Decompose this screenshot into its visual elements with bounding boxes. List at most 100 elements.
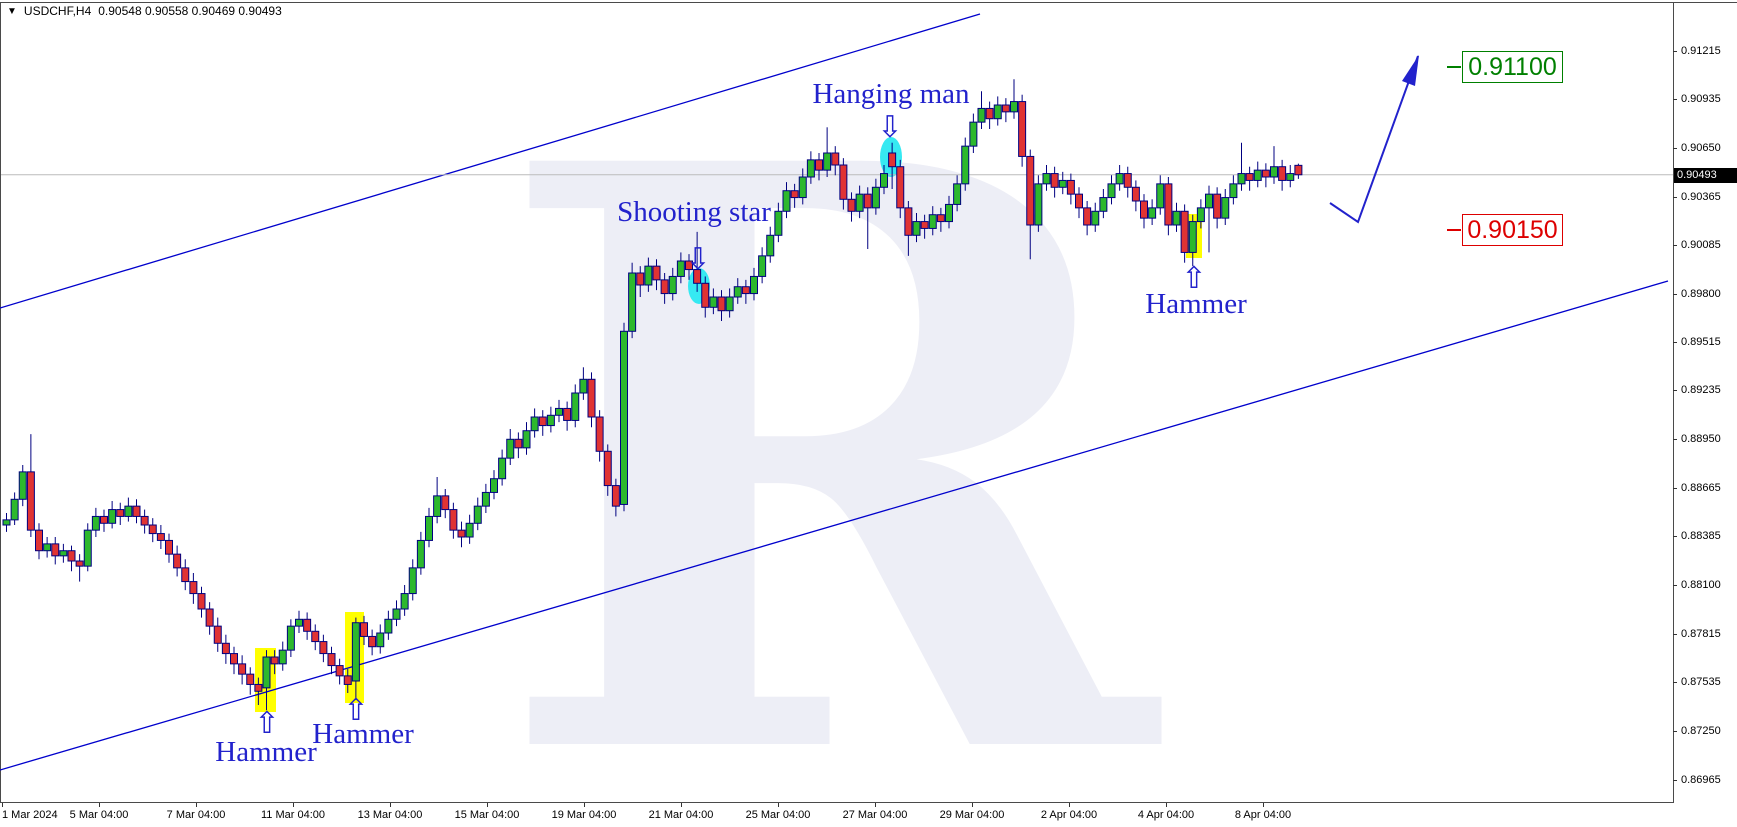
candle-body	[91, 515, 100, 531]
candle-body	[953, 183, 962, 205]
candle-body	[1001, 104, 1010, 113]
annotation-label-shooting-star[interactable]: Shooting star	[617, 196, 771, 228]
price-tick-label: 0.90085	[1681, 238, 1721, 251]
candle-body	[59, 550, 68, 557]
candle-body	[335, 665, 344, 677]
candle-body	[985, 107, 994, 120]
candle-body	[1058, 179, 1067, 188]
candle-body	[823, 152, 832, 171]
time-tick-mark	[196, 803, 197, 807]
candle-body	[896, 166, 905, 209]
candle-body	[360, 622, 368, 637]
resistance-target-label[interactable]: 0.91100	[1462, 51, 1563, 83]
candle-body	[847, 198, 856, 212]
candle-body	[563, 407, 572, 421]
candle-body	[481, 491, 490, 507]
candle-body	[351, 622, 360, 682]
candle-body	[1164, 183, 1173, 226]
projection-arrow-head	[1402, 55, 1419, 86]
price-tick-label: 0.90650	[1681, 141, 1721, 154]
candle-body	[1148, 207, 1157, 219]
annotation-label-hammer-2[interactable]: Hammer	[312, 718, 414, 750]
candle-body	[1010, 101, 1018, 113]
candle-body	[384, 618, 393, 634]
candle-body	[571, 392, 580, 421]
candle-body	[197, 593, 206, 610]
candle-body	[1278, 166, 1287, 181]
price-scale[interactable]: 0.90493 0.91215 0.90935 0.90650 0.90365 0.90…	[1673, 2, 1737, 803]
symbol-dropdown-icon[interactable]: ▼	[7, 5, 17, 17]
symbol-period-label: USDCHF,H4	[23, 4, 92, 18]
candle-body	[416, 539, 425, 569]
candle-body	[717, 296, 726, 312]
price-tick-label: 0.86965	[1681, 773, 1721, 786]
candle-body	[652, 265, 661, 281]
time-tick-label: 29 Mar 04:00	[939, 809, 1005, 821]
candle-body	[1270, 166, 1278, 178]
candle-body	[871, 186, 880, 209]
candle-body	[603, 450, 612, 487]
candle-body	[863, 193, 872, 209]
candle-body	[750, 275, 758, 295]
candle-body	[408, 567, 417, 595]
annotation-label-hammer-1[interactable]: Hammer	[215, 736, 317, 768]
candle-body	[368, 635, 377, 648]
time-tick-label: 2 Apr 04:00	[1040, 809, 1098, 821]
price-tick-mark	[1673, 293, 1677, 295]
candle-body	[668, 275, 677, 295]
candle-body	[993, 104, 1002, 120]
annotation-label-hammer-3[interactable]: Hammer	[1145, 288, 1247, 320]
projection-arrow-line[interactable]	[1329, 55, 1419, 224]
candle-body	[490, 478, 498, 493]
candle-body	[595, 416, 604, 452]
candles	[2, 79, 1303, 711]
candle-body	[1026, 155, 1035, 226]
candle-body	[230, 653, 238, 665]
price-tick-label: 0.89515	[1681, 336, 1721, 349]
price-tick-label: 0.87535	[1681, 675, 1721, 688]
time-tick-label: 13 Mar 04:00	[357, 809, 423, 821]
time-scale[interactable]: 1 Mar 2024 5 Mar 04:00 7 Mar 04:00 11 Mar 0…	[0, 803, 1674, 827]
candle-body	[798, 176, 807, 199]
candle-body	[181, 567, 190, 583]
candle-body	[1091, 210, 1100, 226]
time-tick-label: 1 Mar 2024	[2, 809, 58, 821]
candle-body	[221, 642, 230, 655]
price-tick-label: 0.90935	[1681, 93, 1721, 105]
upper-channel-line[interactable]	[0, 13, 981, 309]
price-tick-mark	[1673, 196, 1677, 198]
candle-body	[18, 471, 27, 500]
annotation-arrow-hammer-3: ⇧	[1181, 262, 1207, 295]
candle-body	[1261, 169, 1270, 178]
candle-body	[936, 214, 945, 223]
price-tick-label: 0.88950	[1681, 433, 1721, 446]
candle-body	[628, 272, 637, 332]
candle-body	[465, 522, 474, 538]
resistance-level-dash	[1447, 66, 1461, 68]
candle-body	[295, 618, 303, 627]
candle-body	[173, 553, 182, 569]
candle-body	[945, 203, 953, 223]
candle-body	[26, 471, 35, 531]
candle-body	[498, 457, 507, 480]
candle-body	[1156, 183, 1165, 209]
price-tick-label: 0.88385	[1681, 530, 1721, 543]
time-tick-mark	[681, 803, 682, 807]
annotation-arrow-hammer-1: ⇧	[254, 707, 280, 740]
candle-body	[1140, 200, 1148, 219]
candle-body	[376, 632, 385, 648]
candle-body	[693, 269, 702, 284]
time-tick-label: 8 Apr 04:00	[1234, 809, 1292, 821]
annotation-label-hanging-man[interactable]: Hanging man	[812, 78, 970, 110]
time-tick-label: 21 Mar 04:00	[648, 809, 714, 821]
candle-body	[961, 145, 970, 185]
support-level-dash	[1447, 229, 1461, 231]
time-tick-label: 25 Mar 04:00	[745, 809, 811, 821]
candle-body	[433, 495, 442, 517]
candle-body	[506, 438, 515, 459]
lower-channel-line[interactable]	[0, 280, 1669, 771]
candle-body	[880, 173, 888, 188]
support-target-label[interactable]: 0.90150	[1462, 214, 1563, 246]
candle-body	[2, 519, 11, 526]
